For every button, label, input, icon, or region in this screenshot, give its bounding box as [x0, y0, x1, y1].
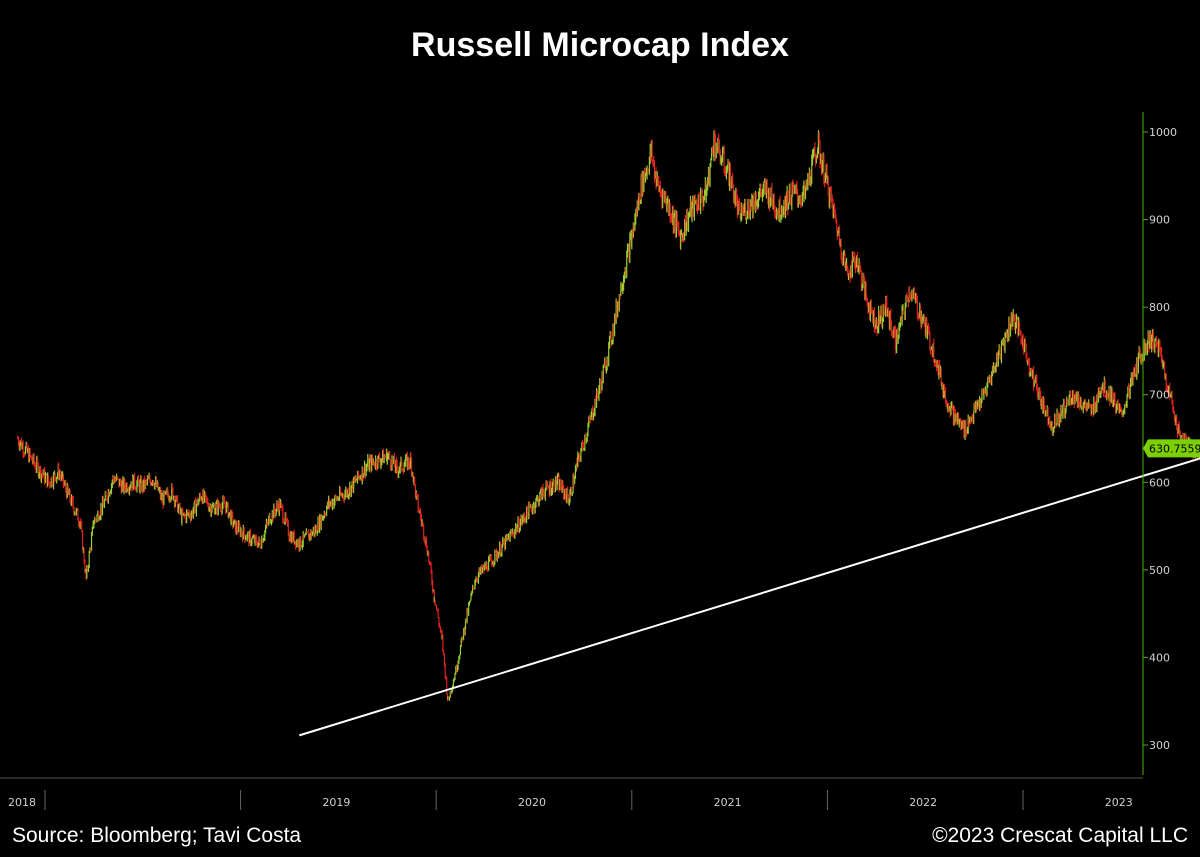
x-tick-label: 2019 — [322, 796, 350, 809]
footer: Source: Bloomberg; Tavi Costa ©2023 Cres… — [0, 820, 1200, 857]
copyright-note: ©2023 Crescat Capital LLC — [932, 824, 1188, 847]
y-tick-label: 700 — [1149, 389, 1170, 402]
last-value-badge-bg — [1143, 439, 1200, 458]
chart-area: 300 400 500 600 700 800 900 1000 2018 2019 2020 20… — [0, 112, 1200, 810]
x-tick-label: 2022 — [909, 796, 937, 809]
last-value-label: 630.7559 — [1149, 442, 1200, 455]
y-tick-label: 900 — [1149, 214, 1170, 227]
y-axis: 300 400 500 600 700 800 900 1000 — [1142, 112, 1177, 775]
x-tick-label: 2020 — [518, 796, 546, 809]
y-tick-label: 300 — [1149, 739, 1170, 752]
source-note: Source: Bloomberg; Tavi Costa — [12, 824, 302, 847]
chart-title: Russell Microcap Index — [411, 26, 789, 64]
x-tick-label: 2021 — [714, 796, 742, 809]
y-tick-label: 400 — [1149, 651, 1170, 664]
y-tick-label: 1000 — [1149, 126, 1177, 139]
y-tick-label: 500 — [1149, 564, 1170, 577]
trendline — [298, 457, 1200, 737]
y-tick-label: 600 — [1149, 476, 1170, 489]
x-tick-label: 2023 — [1105, 796, 1133, 809]
price-series — [17, 129, 1200, 702]
last-value-badge: 630.7559 — [1143, 439, 1200, 458]
x-axis: 2018201920202021202220232024 — [0, 777, 1143, 810]
x-tick-label: 2018 — [8, 796, 36, 809]
y-tick-label: 800 — [1149, 301, 1170, 314]
